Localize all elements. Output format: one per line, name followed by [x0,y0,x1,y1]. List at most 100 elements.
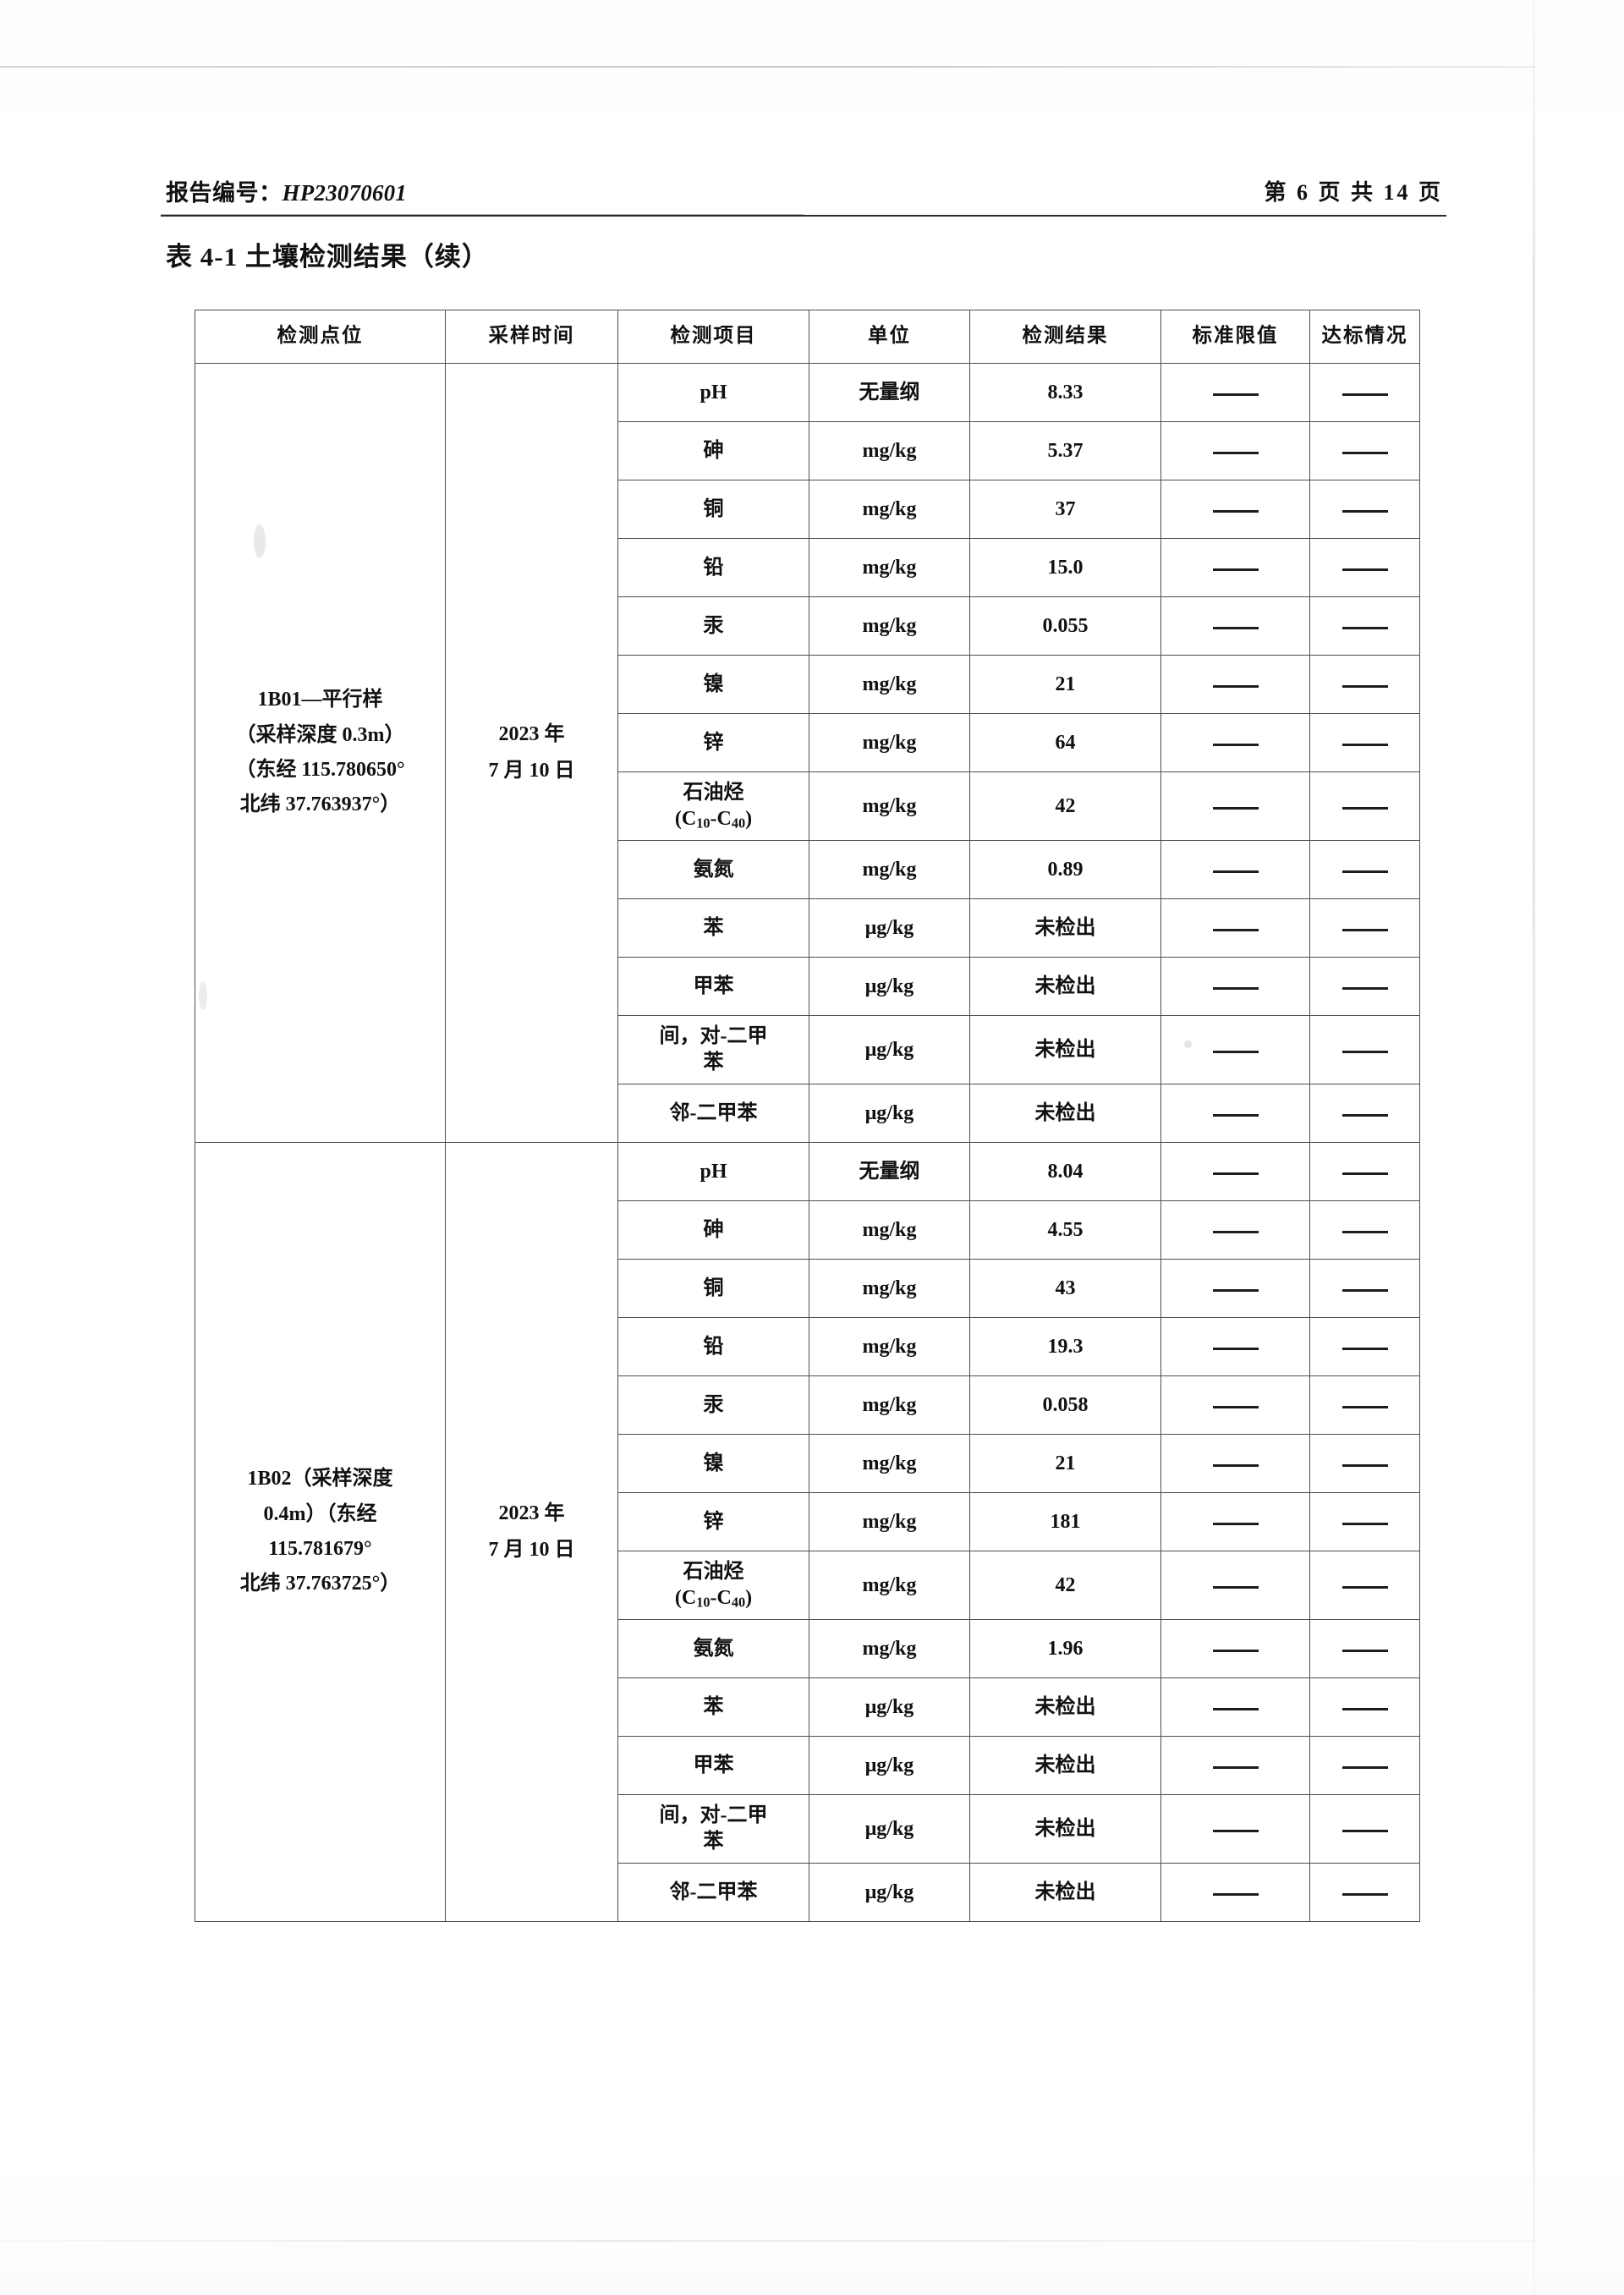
table-row: 甲苯 μg/kg 未检出 [195,1736,1420,1795]
table-row: 铜 mg/kg 37 [195,480,1420,539]
table-row: 苯 μg/kg 未检出 [195,898,1420,958]
table-header: 检测点位 采样时间 检测项目 单位 检测结果 标准限值 达标情况 [195,310,1420,364]
standard-limit-cell [1160,655,1310,714]
document-header: 报告编号：HP23070601 第 6 页 共 14 页 [166,174,1443,213]
compliance-cell [1309,840,1420,899]
result-cell: 15.0 [969,538,1161,597]
column-header-date: 采样时间 [445,310,618,364]
sampling-date-line: 7 月 10 日 [488,1539,575,1561]
test-item-cell: 砷 [617,1200,809,1260]
compliance-cell [1309,480,1420,539]
dash-mark [1341,1585,1388,1589]
unit-cell: mg/kg [809,480,970,539]
dash-mark [1341,568,1388,571]
test-item-line: 苯 [703,1831,724,1853]
table-row: 氨氮 mg/kg 0.89 [195,840,1420,899]
soil-test-results-table: 检测点位 采样时间 检测项目 单位 检测结果 标准限值 达标情况 1B01—平行… [195,310,1420,1922]
standard-limit-cell [1160,1551,1310,1620]
test-item-cell: 间，对-二甲苯 [617,1794,809,1864]
page-indicator: 第 6 页 共 14 页 [1264,180,1443,205]
unit-cell: mg/kg [809,538,970,597]
standard-limit-cell [1160,1434,1310,1493]
scan-edge-right [1533,0,1535,2295]
unit-cell: μg/kg [809,1015,970,1084]
sampling-point-line: 1B02（采样深度 [247,1468,393,1491]
dash-mark [1212,568,1259,571]
dash-mark [1212,1405,1259,1408]
sampling-point-line: 1B01—平行样 [257,689,383,711]
test-item-cell: 锌 [617,713,809,772]
standard-limit-cell [1160,1736,1310,1795]
result-cell: 1.96 [969,1619,1161,1678]
compliance-cell [1309,1551,1420,1620]
test-item-cell: 铅 [617,538,809,597]
dash-mark [1341,509,1388,513]
compliance-cell [1309,1142,1420,1201]
dash-mark [1212,1113,1259,1117]
column-header-result: 检测结果 [969,310,1161,364]
standard-limit-cell [1160,898,1310,958]
table-row: 汞 mg/kg 0.058 [195,1375,1420,1435]
test-item-cell: 铜 [617,1259,809,1318]
sampling-date-line: 2023 年 [498,722,565,745]
standard-limit-cell [1160,1015,1310,1084]
compliance-cell [1309,1200,1420,1260]
dash-mark [1212,870,1259,873]
unit-cell: μg/kg [809,1863,970,1922]
dash-mark [1341,393,1388,396]
table-row: 砷 mg/kg 4.55 [195,1200,1420,1260]
dash-mark [1341,1892,1388,1896]
test-item-cell: 苯 [617,898,809,958]
standard-limit-cell [1160,1863,1310,1922]
dash-mark [1212,1649,1259,1652]
column-header-item: 检测项目 [617,310,809,364]
dash-mark [1212,743,1259,746]
standard-limit-cell [1160,771,1310,841]
sampling-date-line: 2023 年 [498,1502,565,1524]
unit-cell: mg/kg [809,1259,970,1318]
sampling-date-cell: 2023 年 7 月 10 日 [445,363,618,1143]
result-cell: 未检出 [969,1677,1161,1737]
test-item-cell: 铜 [617,480,809,539]
report-number-label: 报告编号： [166,180,283,206]
result-cell: 未检出 [969,1736,1161,1795]
dash-mark [1212,1829,1259,1832]
unit-cell: μg/kg [809,1736,970,1795]
test-item-cell: 石油烃 (C10-C40) [617,771,809,841]
compliance-cell [1309,1015,1420,1084]
compliance-cell [1309,538,1420,597]
column-header-point: 检测点位 [195,310,446,364]
dash-mark [1212,806,1259,810]
sampling-point-cell: 1B02（采样深度 0.4m）（东经 115.781679° 北纬 37.763725… [195,1142,446,1922]
compliance-cell [1309,421,1420,480]
table-row: 甲苯 μg/kg 未检出 [195,957,1420,1016]
standard-limit-cell [1160,1492,1310,1551]
table-row: 邻-二甲苯 μg/kg 未检出 [195,1084,1420,1143]
result-cell: 0.89 [969,840,1161,899]
dash-mark [1341,1172,1388,1175]
dash-mark [1212,1585,1259,1589]
dash-mark [1341,626,1388,629]
scan-edge-bottom [0,2240,1535,2242]
table-row: 镍 mg/kg 21 [195,655,1420,714]
table-row: 铜 mg/kg 43 [195,1259,1420,1318]
result-cell: 43 [969,1259,1161,1318]
dash-mark [1212,928,1259,931]
dash-mark [1212,393,1259,396]
sampling-point-line: 北纬 37.763725°） [239,1573,401,1595]
compliance-cell [1309,596,1420,656]
test-item-cell: pH [617,1142,809,1201]
report-number: 报告编号：HP23070601 [166,174,407,207]
compliance-cell [1309,1492,1420,1551]
dash-mark [1212,1463,1259,1467]
compliance-cell [1309,1863,1420,1922]
standard-limit-cell [1160,1142,1310,1201]
table-body: 1B01—平行样 （采样深度 0.3m） （东经 115.780650° 北纬 37.… [195,363,1420,1922]
table-row: 1B02（采样深度 0.4m）（东经 115.781679° 北纬 37.763725… [195,1142,1420,1922]
result-cell: 19.3 [969,1317,1161,1376]
compliance-cell [1309,1375,1420,1435]
page-title: 表 4-1 土壤检测结果（续） [166,242,489,272]
standard-limit-cell [1160,1794,1310,1864]
table-row: 间，对-二甲苯 μg/kg 未检出 [195,1794,1420,1864]
table-row: 镍 mg/kg 21 [195,1434,1420,1493]
